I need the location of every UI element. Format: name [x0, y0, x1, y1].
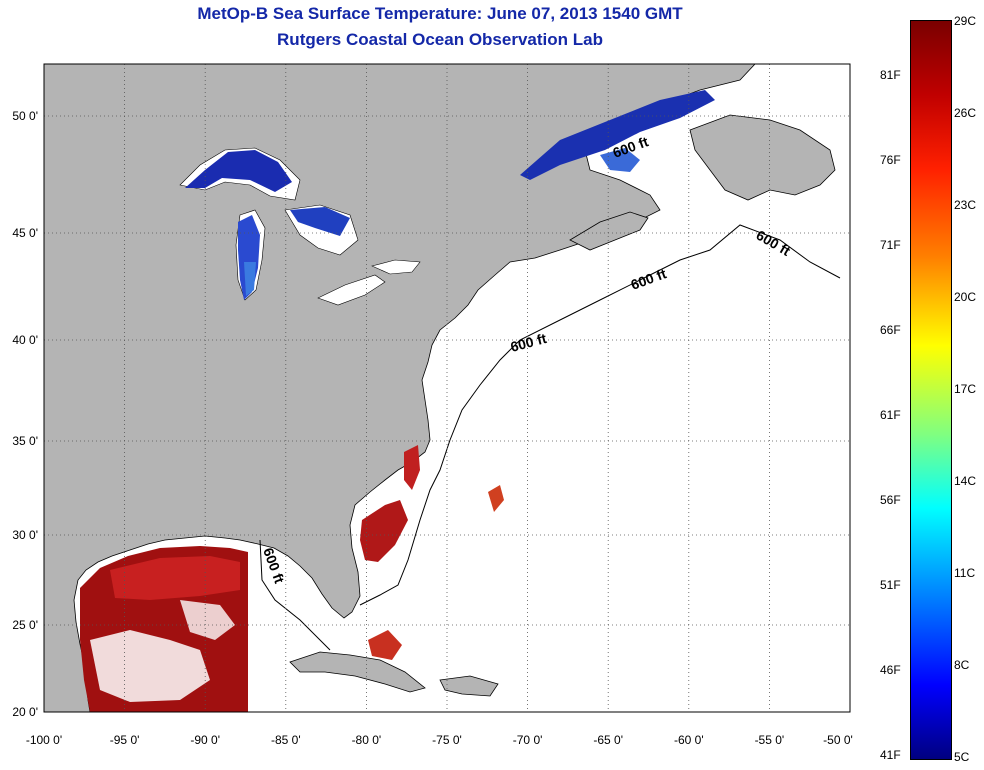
colorbar [910, 20, 952, 760]
x-tick-label: -65 0' [593, 733, 623, 747]
colorbar-celsius-label: 14C [954, 474, 977, 488]
x-tick-label: -50 0' [823, 733, 853, 747]
map-title: MetOp-B Sea Surface Temperature: June 07… [197, 4, 683, 23]
colorbar-fahrenheit-label: 41F [880, 748, 901, 762]
map-frame [43, 63, 851, 713]
x-tick-label: -55 0' [755, 733, 785, 747]
land-newfoundland [689, 114, 836, 201]
colorbar-celsius-label: 11C [954, 566, 976, 580]
y-tick-label: 35 0' [12, 434, 38, 448]
colorbar-celsius-label: 17C [954, 382, 977, 396]
colorbar-celsius-label: 26C [954, 106, 977, 120]
map-subtitle: Rutgers Coastal Ocean Observation Lab [277, 30, 603, 49]
colorbar-celsius-label: 8C [954, 658, 970, 672]
x-axis-labels: -100 0' -95 0' -90 0' -85 0' -80 0' -75 … [26, 733, 853, 747]
lake-erie [317, 274, 386, 306]
colorbar-fahrenheit-label: 66F [880, 323, 901, 337]
colorbar-fahrenheit-label: 51F [880, 578, 901, 592]
colorbar-gradient [910, 20, 952, 760]
x-tick-label: -90 0' [190, 733, 220, 747]
colorbar-celsius-label: 29C [954, 14, 977, 28]
x-tick-label: -80 0' [352, 733, 382, 747]
warm-sst-layer [80, 445, 504, 712]
grid-lines [44, 64, 850, 712]
x-tick-label: -60 0' [674, 733, 704, 747]
colorbar-fahrenheit-label: 61F [880, 408, 901, 422]
y-tick-label: 20 0' [12, 705, 38, 719]
colorbar-celsius-label: 20C [954, 290, 977, 304]
land-nova-scotia [569, 211, 649, 251]
y-tick-label: 25 0' [12, 618, 38, 632]
contour-600ft [259, 224, 841, 651]
land-cuba [289, 651, 426, 693]
lake-ontario [371, 259, 421, 275]
x-tick-label: -75 0' [432, 733, 462, 747]
y-tick-label: 30 0' [12, 528, 38, 542]
x-tick-label: -85 0' [271, 733, 301, 747]
colorbar-celsius-label: 5C [954, 750, 970, 764]
colorbar-fahrenheit-label: 81F [880, 68, 901, 82]
x-tick-label: -70 0' [513, 733, 543, 747]
y-tick-label: 45 0' [12, 226, 38, 240]
cold-sst-layer [185, 90, 715, 300]
colorbar-celsius-label: 23C [954, 198, 977, 212]
colorbar-fahrenheit-label: 71F [880, 238, 901, 252]
land-hispaniola [439, 675, 499, 697]
y-axis-labels: 50 0' 45 0' 40 0' 35 0' 30 0' 25 0' 20 0… [12, 109, 38, 719]
y-tick-label: 50 0' [12, 109, 38, 123]
colorbar-fahrenheit-label: 46F [880, 663, 901, 677]
y-tick-label: 40 0' [12, 333, 38, 347]
x-tick-label: -100 0' [26, 733, 62, 747]
x-tick-label: -95 0' [110, 733, 140, 747]
colorbar-fahrenheit-label: 76F [880, 153, 901, 167]
colorbar-fahrenheit-label: 56F [880, 493, 901, 507]
